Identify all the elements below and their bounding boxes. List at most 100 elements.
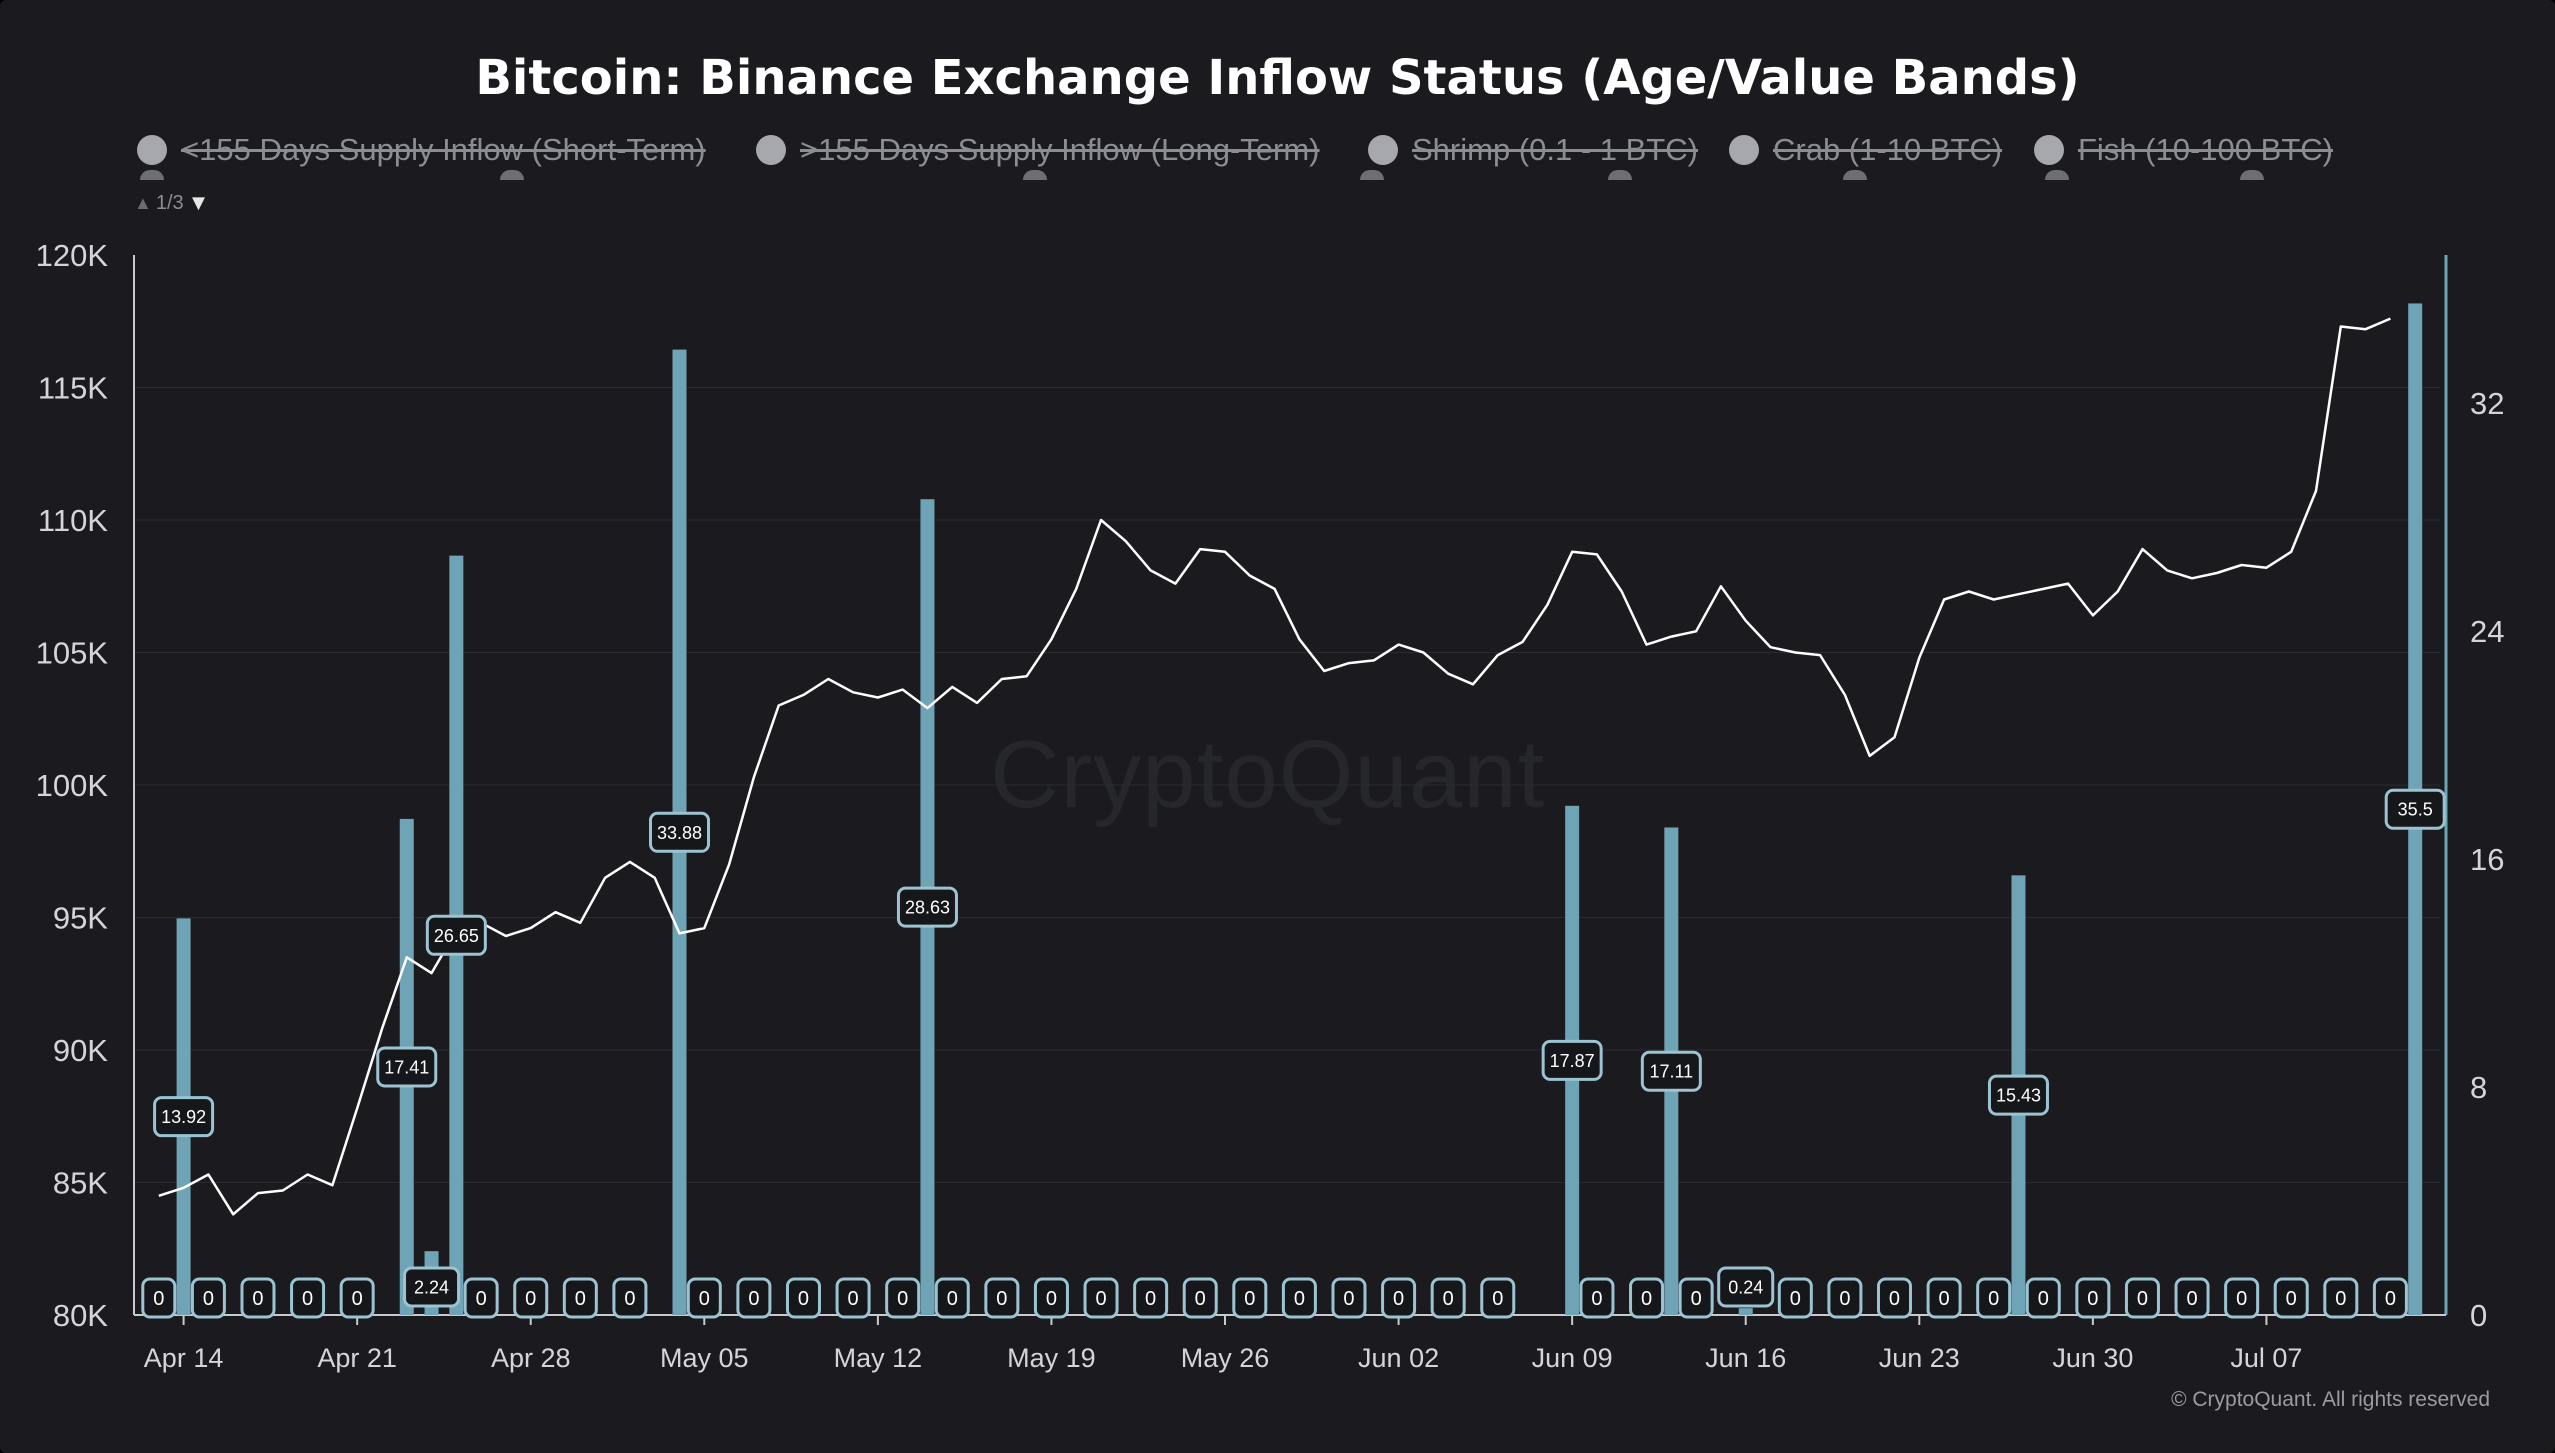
data-label: 0 bbox=[2385, 1288, 2396, 1310]
x-tick-label: May 19 bbox=[1007, 1343, 1096, 1373]
data-label-box bbox=[1579, 1277, 1615, 1319]
y-left-tick-label: 80K bbox=[53, 1298, 108, 1333]
data-label-box bbox=[1430, 1277, 1466, 1319]
legend-page-indicator: 1/3 bbox=[155, 191, 184, 214]
legend-marker-icon bbox=[1729, 135, 1759, 165]
legend-item[interactable]: <155 Days Supply Inflow (Short-Term) bbox=[137, 130, 706, 170]
data-label-box bbox=[290, 1277, 326, 1319]
data-label-box bbox=[896, 886, 958, 928]
data-label-box bbox=[686, 1277, 722, 1319]
data-label-box bbox=[1182, 1277, 1218, 1319]
data-label: 17.87 bbox=[1550, 1051, 1595, 1071]
data-label-box bbox=[2384, 788, 2446, 830]
data-label: 0 bbox=[2335, 1288, 2346, 1310]
data-label-box bbox=[1033, 1277, 1069, 1319]
chart-title: Bitcoin: Binance Exchange Inflow Status … bbox=[475, 50, 2080, 106]
data-label-box bbox=[1331, 1277, 1367, 1319]
data-label-box bbox=[1876, 1277, 1912, 1319]
data-label: 0 bbox=[699, 1288, 710, 1310]
data-label: 0 bbox=[1046, 1288, 1057, 1310]
data-label-box bbox=[1717, 1266, 1775, 1308]
data-label-box bbox=[1381, 1277, 1417, 1319]
x-tick-label: Jun 23 bbox=[1879, 1343, 1960, 1373]
data-label: 0 bbox=[1195, 1288, 1206, 1310]
data-label-box bbox=[785, 1277, 821, 1319]
data-label-box bbox=[1480, 1277, 1516, 1319]
data-label-box bbox=[736, 1277, 772, 1319]
data-label: 0 bbox=[748, 1288, 759, 1310]
data-label: 17.41 bbox=[384, 1057, 429, 1077]
data-label: 0 bbox=[252, 1288, 263, 1310]
data-label: 0 bbox=[624, 1288, 635, 1310]
x-tick-label: May 12 bbox=[834, 1343, 923, 1373]
data-label-box bbox=[1827, 1277, 1863, 1319]
y-right-tick-label: 0 bbox=[2470, 1298, 2487, 1333]
legend-row2-marker-icon bbox=[1360, 170, 1384, 180]
data-label: 0.24 bbox=[1728, 1277, 1763, 1297]
data-label-box bbox=[2075, 1277, 2111, 1319]
data-label-box bbox=[339, 1277, 375, 1319]
legend-row2-marker-icon bbox=[2045, 170, 2069, 180]
y-left-tick-label: 85K bbox=[53, 1166, 108, 1201]
data-label-box bbox=[2025, 1277, 2061, 1319]
data-label-box bbox=[2124, 1277, 2160, 1319]
x-tick-label: Apr 14 bbox=[144, 1343, 224, 1373]
data-label-box bbox=[1678, 1277, 1714, 1319]
data-label-box bbox=[425, 914, 487, 956]
legend-item[interactable]: >155 Days Supply Inflow (Long-Term) bbox=[756, 130, 1320, 170]
data-label-box bbox=[2174, 1277, 2210, 1319]
legend-pager: ▲ 1/3 ▼ bbox=[134, 190, 209, 216]
data-label: 13.92 bbox=[161, 1107, 206, 1127]
data-label: 0 bbox=[352, 1288, 363, 1310]
data-label-box bbox=[885, 1277, 921, 1319]
data-label: 0 bbox=[798, 1288, 809, 1310]
legend-item[interactable]: Fish (10-100 BTC) bbox=[2034, 130, 2333, 170]
data-label-box bbox=[1640, 1050, 1702, 1092]
legend-row2-marker-icon bbox=[1608, 170, 1632, 180]
legend-item[interactable]: Crab (1-10 BTC) bbox=[1729, 130, 2002, 170]
data-label-box bbox=[1232, 1277, 1268, 1319]
data-label: 0 bbox=[1095, 1288, 1106, 1310]
data-label: 2.24 bbox=[414, 1277, 449, 1297]
legend-next-page-icon[interactable]: ▼ bbox=[187, 190, 210, 215]
data-label-box bbox=[403, 1266, 461, 1308]
y-right-tick-label: 32 bbox=[2470, 386, 2504, 421]
data-label-box bbox=[1629, 1277, 1665, 1319]
inflow-bar bbox=[1738, 1308, 1753, 1315]
data-label: 0 bbox=[476, 1288, 487, 1310]
legend-label: Crab (1-10 BTC) bbox=[1773, 132, 2003, 167]
data-label: 0 bbox=[947, 1288, 958, 1310]
legend-label: Shrimp (0.1 - 1 BTC) bbox=[1412, 132, 1698, 167]
x-tick-label: Jun 30 bbox=[2052, 1343, 2133, 1373]
x-tick-label: Apr 21 bbox=[317, 1343, 397, 1373]
x-tick-label: Apr 28 bbox=[491, 1343, 571, 1373]
legend-prev-page-icon[interactable]: ▲ bbox=[134, 192, 152, 213]
data-label: 15.43 bbox=[1996, 1086, 2041, 1106]
data-label: 33.88 bbox=[657, 823, 702, 843]
data-label-box bbox=[835, 1277, 871, 1319]
data-label: 0 bbox=[302, 1288, 313, 1310]
data-label: 0 bbox=[2186, 1288, 2197, 1310]
data-label-box bbox=[141, 1277, 177, 1319]
data-label: 28.63 bbox=[905, 898, 950, 918]
data-label: 0 bbox=[1145, 1288, 1156, 1310]
x-tick-label: May 05 bbox=[660, 1343, 749, 1373]
data-label: 0 bbox=[1641, 1288, 1652, 1310]
legend-marker-icon bbox=[2034, 135, 2064, 165]
y-left-tick-label: 115K bbox=[38, 371, 108, 406]
data-label: 0 bbox=[575, 1288, 586, 1310]
y-right-tick-label: 16 bbox=[2470, 842, 2504, 877]
y-left-tick-label: 95K bbox=[53, 901, 108, 936]
legend-label: Fish (10-100 BTC) bbox=[2078, 132, 2333, 167]
data-label: 0 bbox=[996, 1288, 1007, 1310]
data-label-box bbox=[1926, 1277, 1962, 1319]
legend-item[interactable]: Shrimp (0.1 - 1 BTC) bbox=[1368, 130, 1698, 170]
data-label: 17.11 bbox=[1649, 1062, 1693, 1082]
legend-marker-icon bbox=[137, 135, 167, 165]
data-label-box bbox=[2372, 1277, 2408, 1319]
legend-row2-marker-icon bbox=[2240, 170, 2264, 180]
data-label: 0 bbox=[1492, 1288, 1503, 1310]
x-tick-label: Jun 16 bbox=[1705, 1343, 1786, 1373]
